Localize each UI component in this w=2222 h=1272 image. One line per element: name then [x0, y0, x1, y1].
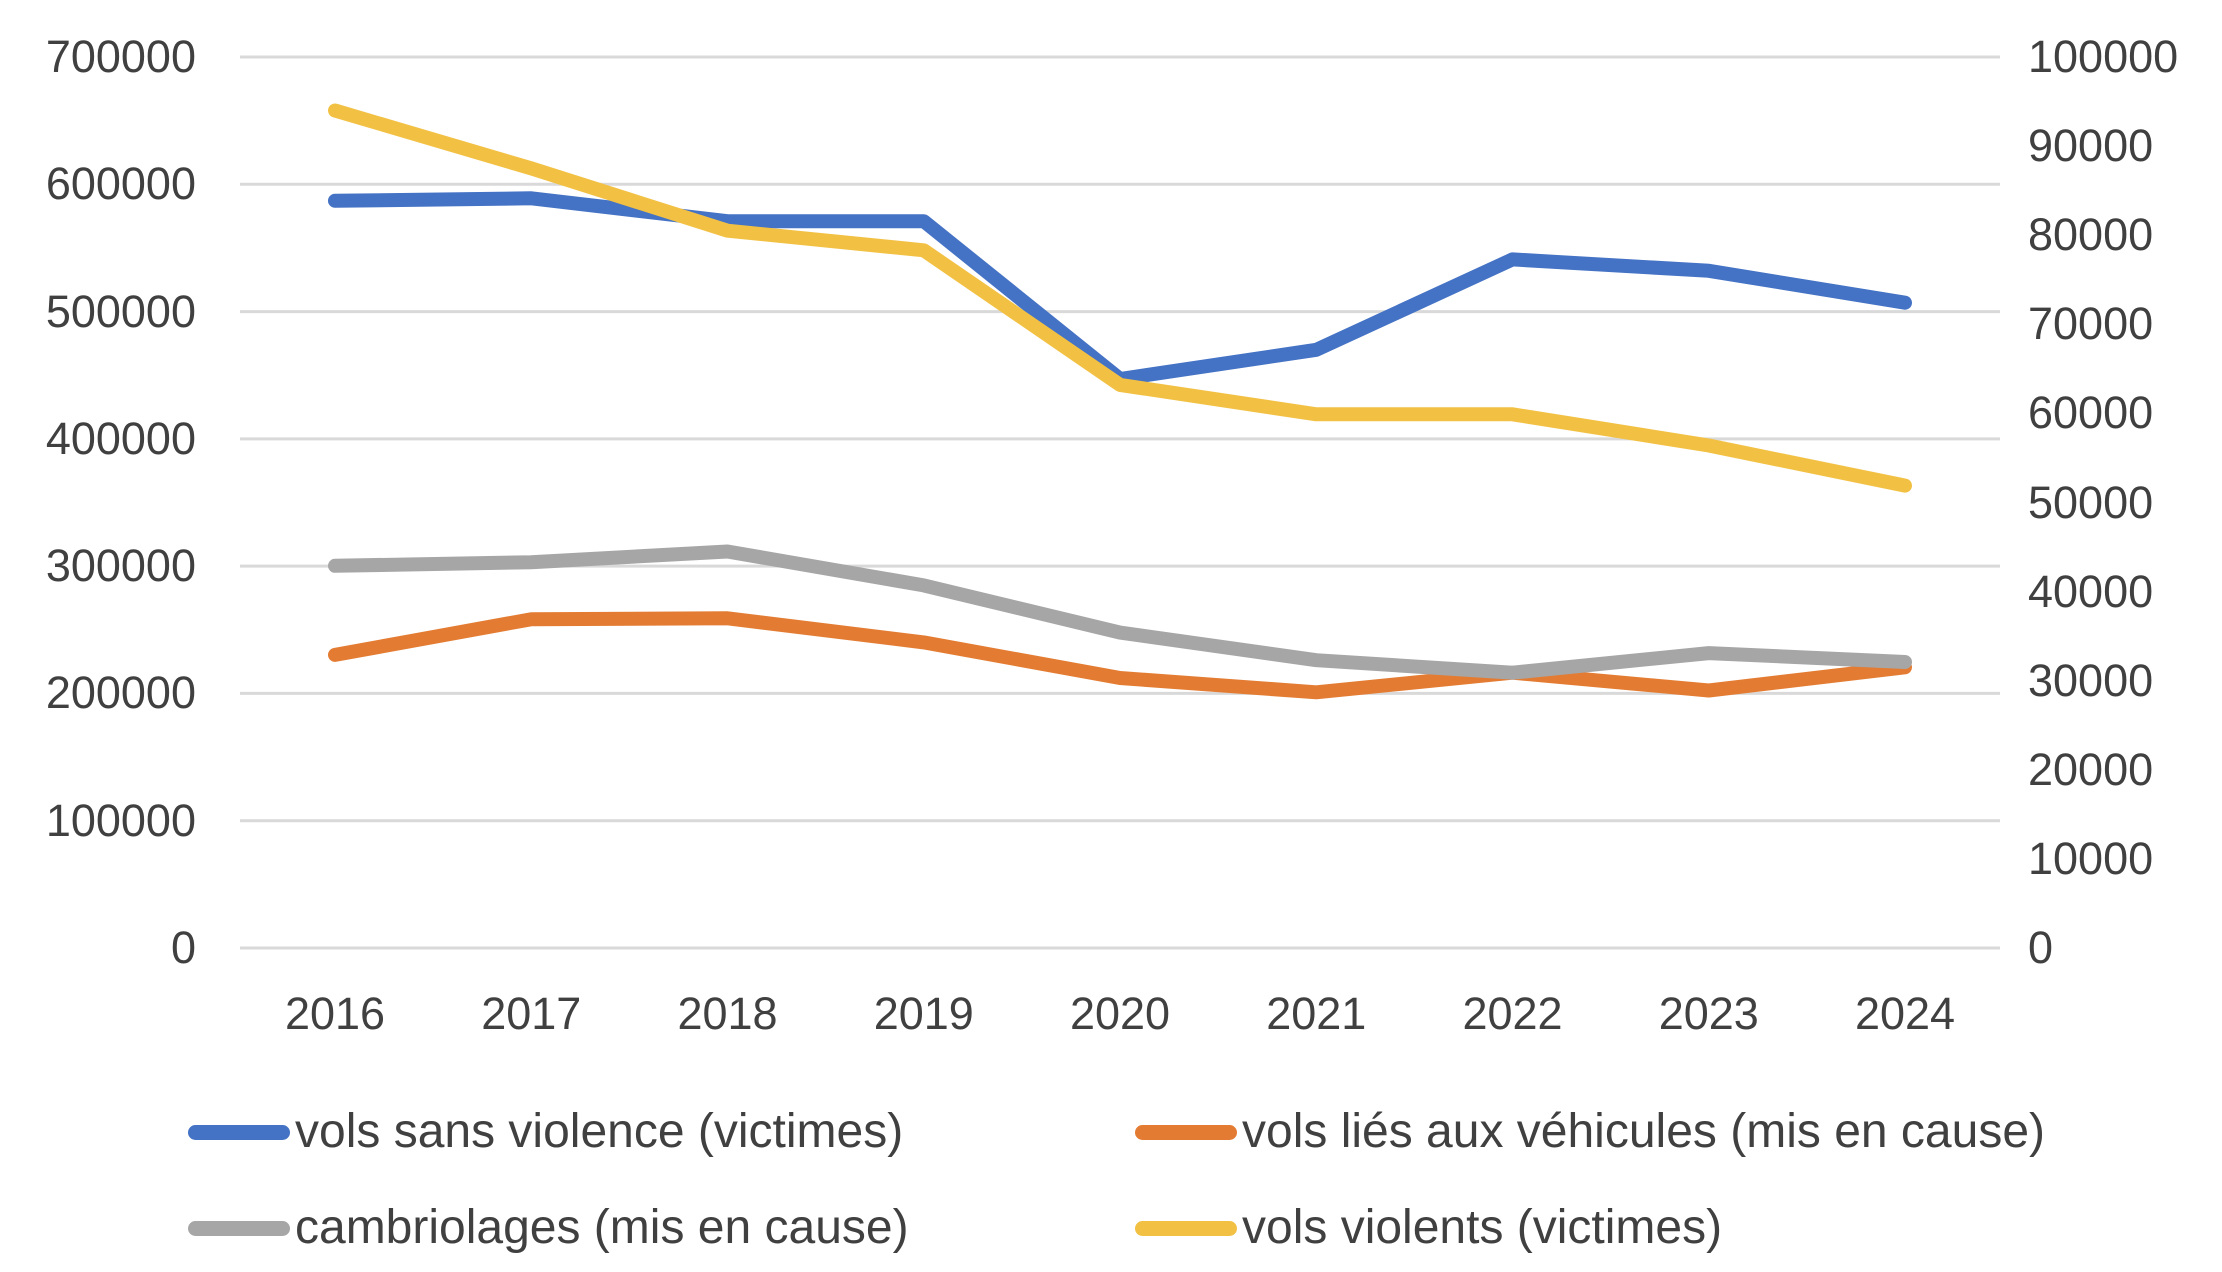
x-tick-label: 2019	[873, 988, 974, 1039]
legend-label: vols liés aux véhicules (mis en cause)	[1242, 1105, 2045, 1158]
right-y-tick-label: 80000	[2028, 209, 2154, 261]
right-y-tick-label: 100000	[2028, 31, 2179, 82]
legend-item: vols sans violence (victimes)	[188, 1103, 903, 1161]
legend-marker-icon	[1135, 1220, 1237, 1236]
right-y-tick-label: 10000	[2028, 832, 2154, 884]
legend-marker-icon	[1135, 1124, 1237, 1140]
left-y-tick-label: 100000	[45, 794, 196, 846]
right-y-tick-label: 50000	[2028, 476, 2154, 528]
right-y-tick-label: 0	[2028, 922, 2054, 973]
left-y-tick-label: 400000	[45, 412, 196, 464]
x-tick-label: 2020	[1069, 988, 1171, 1039]
series-line-2	[328, 544, 1912, 680]
x-tick-label: 2024	[1854, 988, 1956, 1039]
x-tick-label: 2023	[1658, 988, 1759, 1039]
x-tick-label: 2016	[284, 988, 386, 1039]
right-y-tick-label: 20000	[2028, 743, 2154, 795]
right-y-tick-label: 40000	[2028, 565, 2154, 617]
left-y-tick-label: 300000	[45, 540, 196, 592]
legend-marker-icon	[188, 1124, 290, 1140]
left-y-tick-label: 600000	[45, 158, 196, 210]
x-tick-label: 2022	[1462, 988, 1563, 1039]
legend-label: vols violents (victimes)	[1242, 1201, 1723, 1254]
x-tick-label: 2021	[1266, 988, 1367, 1039]
left-y-tick-label: 0	[170, 922, 196, 973]
x-tick-label: 2018	[677, 988, 778, 1039]
right-y-tick-label: 60000	[2028, 387, 2154, 439]
legend-item: vols violents (victimes)	[1135, 1199, 1722, 1257]
left-y-tick-label: 200000	[45, 667, 196, 719]
legend-item: cambriolages (mis en cause)	[188, 1199, 909, 1257]
right-y-tick-label: 30000	[2028, 654, 2154, 706]
series-line-0	[328, 191, 1912, 386]
right-y-tick-label: 70000	[2028, 298, 2154, 350]
series-line-1	[328, 611, 1912, 700]
left-y-tick-label: 700000	[45, 31, 196, 82]
legend-label: vols sans violence (victimes)	[295, 1105, 904, 1158]
x-tick-label: 2017	[481, 988, 582, 1039]
legend-label: cambriolages (mis en cause)	[295, 1201, 909, 1254]
legend-marker-icon	[188, 1220, 290, 1236]
series-line-3	[328, 103, 1912, 493]
left-y-tick-label: 500000	[45, 285, 196, 337]
legend-item: vols liés aux véhicules (mis en cause)	[1135, 1103, 2045, 1161]
right-y-tick-label: 90000	[2028, 120, 2154, 172]
